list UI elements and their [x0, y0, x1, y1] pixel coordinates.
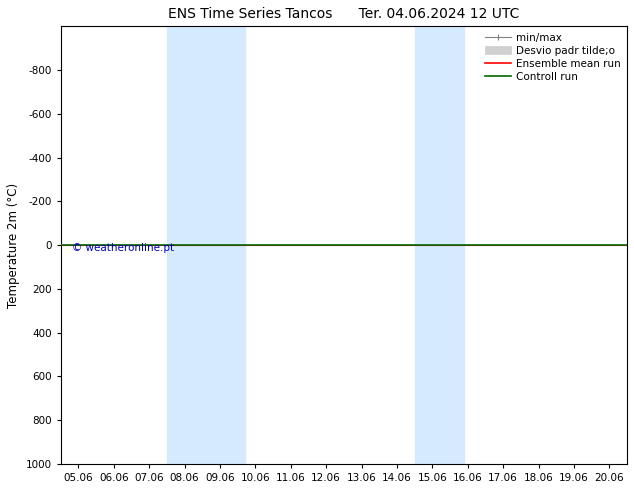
Y-axis label: Temperature 2m (°C): Temperature 2m (°C)	[7, 183, 20, 308]
Bar	[415, 26, 464, 464]
Legend: min/max, Desvio padr tilde;o, Ensemble mean run, Controll run: min/max, Desvio padr tilde;o, Ensemble m…	[481, 28, 625, 86]
Bar	[167, 26, 245, 464]
Title: ENS Time Series Tancos      Ter. 04.06.2024 12 UTC: ENS Time Series Tancos Ter. 04.06.2024 1…	[168, 7, 519, 21]
Text: © weatheronline.pt: © weatheronline.pt	[72, 243, 174, 253]
